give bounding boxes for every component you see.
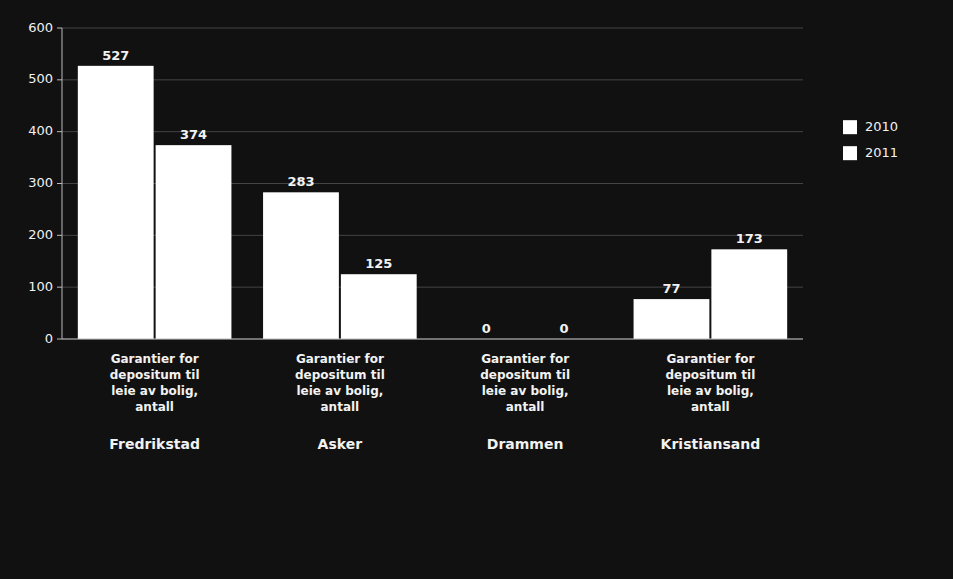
y-tick bbox=[57, 287, 62, 288]
chart-container: 0 100 200 300 400 500 600 527 283 0 77 374 125 0 173 Ga… bbox=[0, 0, 953, 579]
y-tick-label: 200 bbox=[28, 227, 53, 242]
y-axis-line bbox=[62, 28, 63, 339]
category-subtitle: Garantier fordepositum tilleie av bolig,… bbox=[110, 352, 200, 414]
bar bbox=[263, 192, 339, 339]
y-tick bbox=[57, 339, 62, 340]
y-tick-label: 0 bbox=[45, 331, 53, 346]
category-subtitle: Garantier fordepositum tilleie av bolig,… bbox=[480, 352, 570, 414]
data-label: 374 bbox=[180, 127, 207, 142]
y-tick-label: 300 bbox=[28, 175, 53, 190]
y-tick-label: 600 bbox=[28, 20, 53, 35]
category-subtitle: Garantier fordepositum tilleie av bolig,… bbox=[666, 352, 756, 414]
grid-line bbox=[62, 339, 803, 340]
bar bbox=[156, 145, 232, 339]
legend: 2010 2011 bbox=[843, 119, 898, 160]
category-subtitle: Garantier fordepositum tilleie av bolig,… bbox=[295, 352, 385, 414]
data-label: 125 bbox=[365, 256, 392, 271]
bar bbox=[634, 299, 710, 339]
y-axis: 0 100 200 300 400 500 600 bbox=[28, 20, 62, 346]
category-label: Kristiansand bbox=[661, 436, 761, 452]
grid-line bbox=[62, 79, 803, 80]
background bbox=[0, 0, 953, 579]
bar bbox=[78, 66, 154, 339]
category-label: Asker bbox=[318, 436, 363, 452]
legend-swatch bbox=[843, 146, 857, 160]
y-tick bbox=[57, 183, 62, 184]
y-tick-label: 400 bbox=[28, 123, 53, 138]
y-tick bbox=[57, 28, 62, 29]
data-labels: 527 283 0 77 374 125 0 173 bbox=[102, 48, 763, 336]
x-axis: Garantier fordepositum tilleie av bolig,… bbox=[109, 352, 760, 452]
bar bbox=[341, 274, 417, 339]
legend-label: 2011 bbox=[865, 145, 898, 160]
y-tick bbox=[57, 235, 62, 236]
bar bbox=[711, 249, 787, 339]
y-tick bbox=[57, 131, 62, 132]
y-tick bbox=[57, 79, 62, 80]
bars bbox=[78, 66, 787, 339]
y-tick-label: 100 bbox=[28, 279, 53, 294]
category-label: Drammen bbox=[487, 436, 564, 452]
data-label: 0 bbox=[560, 321, 569, 336]
data-label: 0 bbox=[482, 321, 491, 336]
data-label: 173 bbox=[736, 231, 763, 246]
data-label: 283 bbox=[287, 174, 314, 189]
data-label: 77 bbox=[662, 281, 680, 296]
legend-swatch bbox=[843, 120, 857, 134]
y-tick-label: 500 bbox=[28, 71, 53, 86]
category-label: Fredrikstad bbox=[109, 436, 200, 452]
grid-line bbox=[62, 28, 803, 29]
chart-svg: 0 100 200 300 400 500 600 527 283 0 77 374 125 0 173 Ga… bbox=[0, 0, 953, 579]
data-label: 527 bbox=[102, 48, 129, 63]
x-axis-line bbox=[62, 339, 803, 340]
grid-line bbox=[62, 131, 803, 132]
grid bbox=[62, 28, 803, 339]
legend-label: 2010 bbox=[865, 119, 898, 134]
